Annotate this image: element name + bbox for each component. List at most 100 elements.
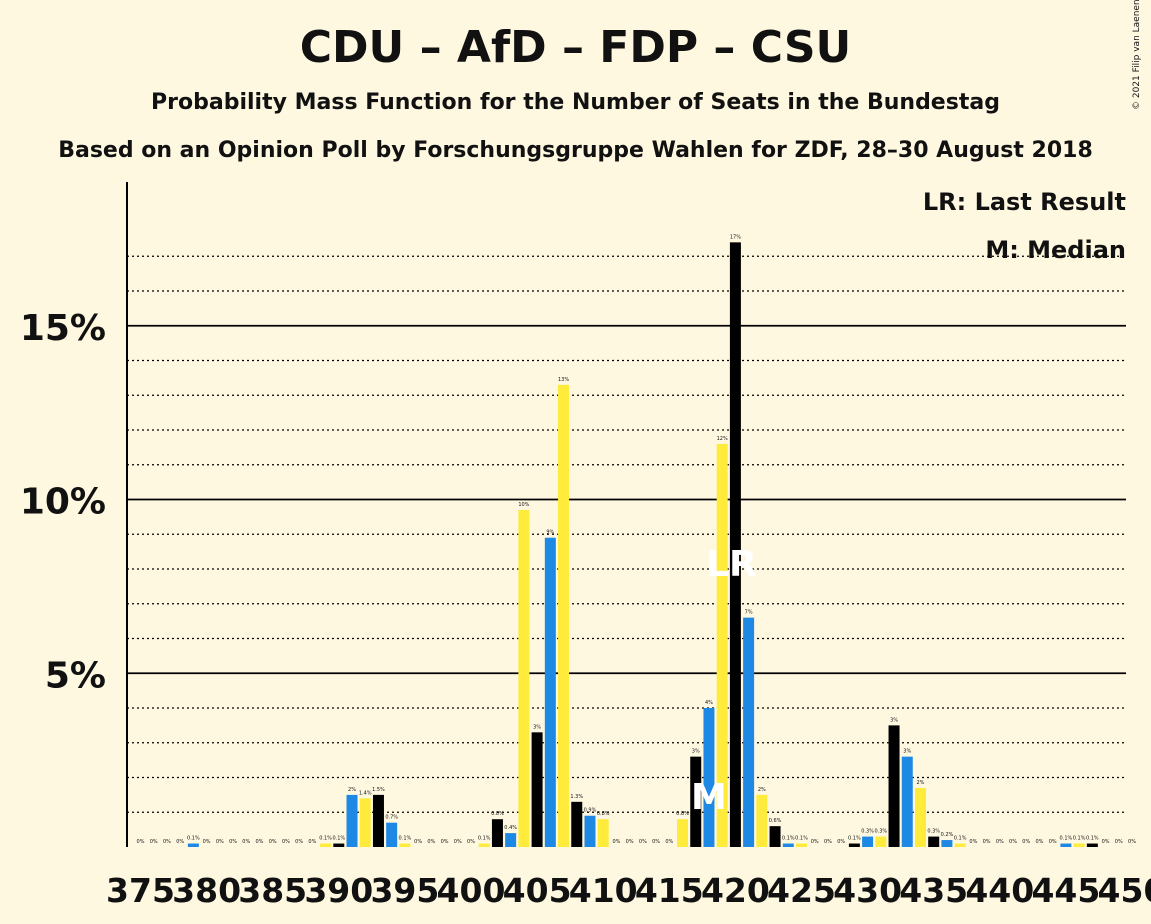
value-label: 0% — [1102, 839, 1110, 845]
value-label: 0.1% — [1073, 836, 1086, 842]
bar-seat-436 — [941, 840, 953, 847]
value-label: 1.5% — [372, 787, 385, 793]
value-label: 0% — [454, 839, 462, 845]
x-tick-label: 435 — [899, 871, 968, 910]
value-label: 0% — [427, 839, 435, 845]
value-label: 0.1% — [1086, 836, 1099, 842]
bar-seat-407 — [558, 384, 570, 847]
bar-seat-433 — [901, 756, 913, 847]
value-label: 0% — [612, 839, 620, 845]
y-tick-label: 10% — [20, 482, 106, 523]
bar-seat-403 — [505, 833, 517, 847]
value-label: 0% — [983, 839, 991, 845]
markers-group: LR M — [691, 544, 757, 818]
bar-seat-405 — [531, 732, 543, 847]
value-label: 0% — [837, 839, 845, 845]
x-tick-label: 450 — [1098, 871, 1151, 910]
value-label: 0.1% — [399, 836, 412, 842]
value-label: 0.8% — [597, 811, 610, 817]
bar-seat-431 — [875, 836, 887, 847]
value-label: 0% — [1128, 839, 1136, 845]
value-label: 0% — [256, 839, 264, 845]
value-label: 0% — [269, 839, 277, 845]
value-label: 0.1% — [795, 836, 808, 842]
value-label: 2% — [917, 780, 925, 786]
value-label: 9% — [546, 530, 554, 536]
value-label: 0.1% — [478, 836, 491, 842]
bar-seat-406 — [544, 537, 556, 847]
value-label: 0.1% — [319, 836, 332, 842]
bar-seat-391 — [346, 794, 358, 847]
x-tick-label: 400 — [437, 871, 506, 910]
x-tick-label: 395 — [370, 871, 439, 910]
value-label: 0% — [150, 839, 158, 845]
bar-seat-424 — [782, 843, 794, 847]
value-label: 0% — [203, 839, 211, 845]
value-label: 1.3% — [570, 794, 583, 800]
value-label: 0% — [626, 839, 634, 845]
value-labels-group: 0% 0% 0% 0%0.1%0% 0% 0% 0% 0% 0% 0% 0% 0%0.1% 0.1%2%… — [137, 234, 1137, 845]
value-label: 0% — [1049, 839, 1057, 845]
value-label: 0.7% — [385, 815, 398, 821]
value-label: 0.1% — [782, 836, 795, 842]
value-label: 2% — [348, 787, 356, 793]
legend-last-result: LR: Last Result — [923, 188, 1126, 216]
value-label: 0% — [163, 839, 171, 845]
bar-seat-390 — [333, 843, 345, 847]
value-label: 0% — [242, 839, 250, 845]
value-label: 0% — [996, 839, 1004, 845]
bar-seat-408 — [571, 801, 583, 847]
value-label: 13% — [558, 377, 569, 383]
value-label: 0% — [229, 839, 237, 845]
bar-seat-389 — [320, 843, 332, 847]
x-tick-label: 410 — [569, 871, 638, 910]
bar-seat-395 — [399, 843, 411, 847]
value-label: 0.1% — [332, 836, 345, 842]
value-label: 0% — [1115, 839, 1123, 845]
value-label: 0.1% — [954, 836, 967, 842]
x-tick-label: 405 — [503, 871, 572, 910]
bar-seat-404 — [518, 509, 530, 847]
value-label: 3% — [533, 724, 541, 730]
value-label: 0.3% — [861, 829, 874, 835]
bar-seat-393 — [372, 794, 384, 847]
value-label: 3% — [692, 749, 700, 755]
bar-seat-437 — [954, 843, 966, 847]
value-label: 10% — [518, 502, 529, 508]
bar-seat-416 — [677, 819, 689, 847]
x-tick-label: 385 — [238, 871, 307, 910]
value-label: 0% — [811, 839, 819, 845]
bar-seat-422 — [756, 794, 768, 847]
value-label: 1.4% — [359, 790, 372, 796]
x-tick-label: 425 — [767, 871, 836, 910]
x-tick-label: 430 — [833, 871, 902, 910]
bar-seat-392 — [359, 798, 371, 847]
value-label: 0% — [282, 839, 290, 845]
bar-seat-421 — [743, 617, 755, 847]
bar-seat-446 — [1073, 843, 1085, 847]
value-label: 17% — [730, 234, 741, 240]
x-tick-label: 445 — [1031, 871, 1100, 910]
value-label: 0% — [441, 839, 449, 845]
bar-seat-434 — [914, 787, 926, 847]
legend: LR: Last Result M: Median — [923, 188, 1126, 264]
x-tick-label: 375 — [106, 871, 175, 910]
bar-seat-409 — [584, 815, 596, 847]
bar-seat-447 — [1086, 843, 1098, 847]
chart-subtitle: Probability Mass Function for the Number… — [151, 90, 1000, 115]
value-label: 3% — [890, 717, 898, 723]
value-label: 0% — [824, 839, 832, 845]
y-tick-label: 15% — [20, 308, 106, 349]
bar-seat-429 — [848, 843, 860, 847]
value-label: 0% — [1035, 839, 1043, 845]
chart-source: Based on an Opinion Poll by Forschungsgr… — [58, 138, 1093, 163]
bar-seat-425 — [796, 843, 807, 847]
bar-seat-402 — [491, 819, 503, 847]
chart-title: CDU – AfD – FDP – CSU — [299, 22, 852, 73]
value-label: 0% — [216, 839, 224, 845]
x-tick-label: 415 — [635, 871, 704, 910]
value-label: 0% — [652, 839, 660, 845]
value-label: 12% — [717, 436, 728, 442]
x-tick-label: 380 — [172, 871, 241, 910]
